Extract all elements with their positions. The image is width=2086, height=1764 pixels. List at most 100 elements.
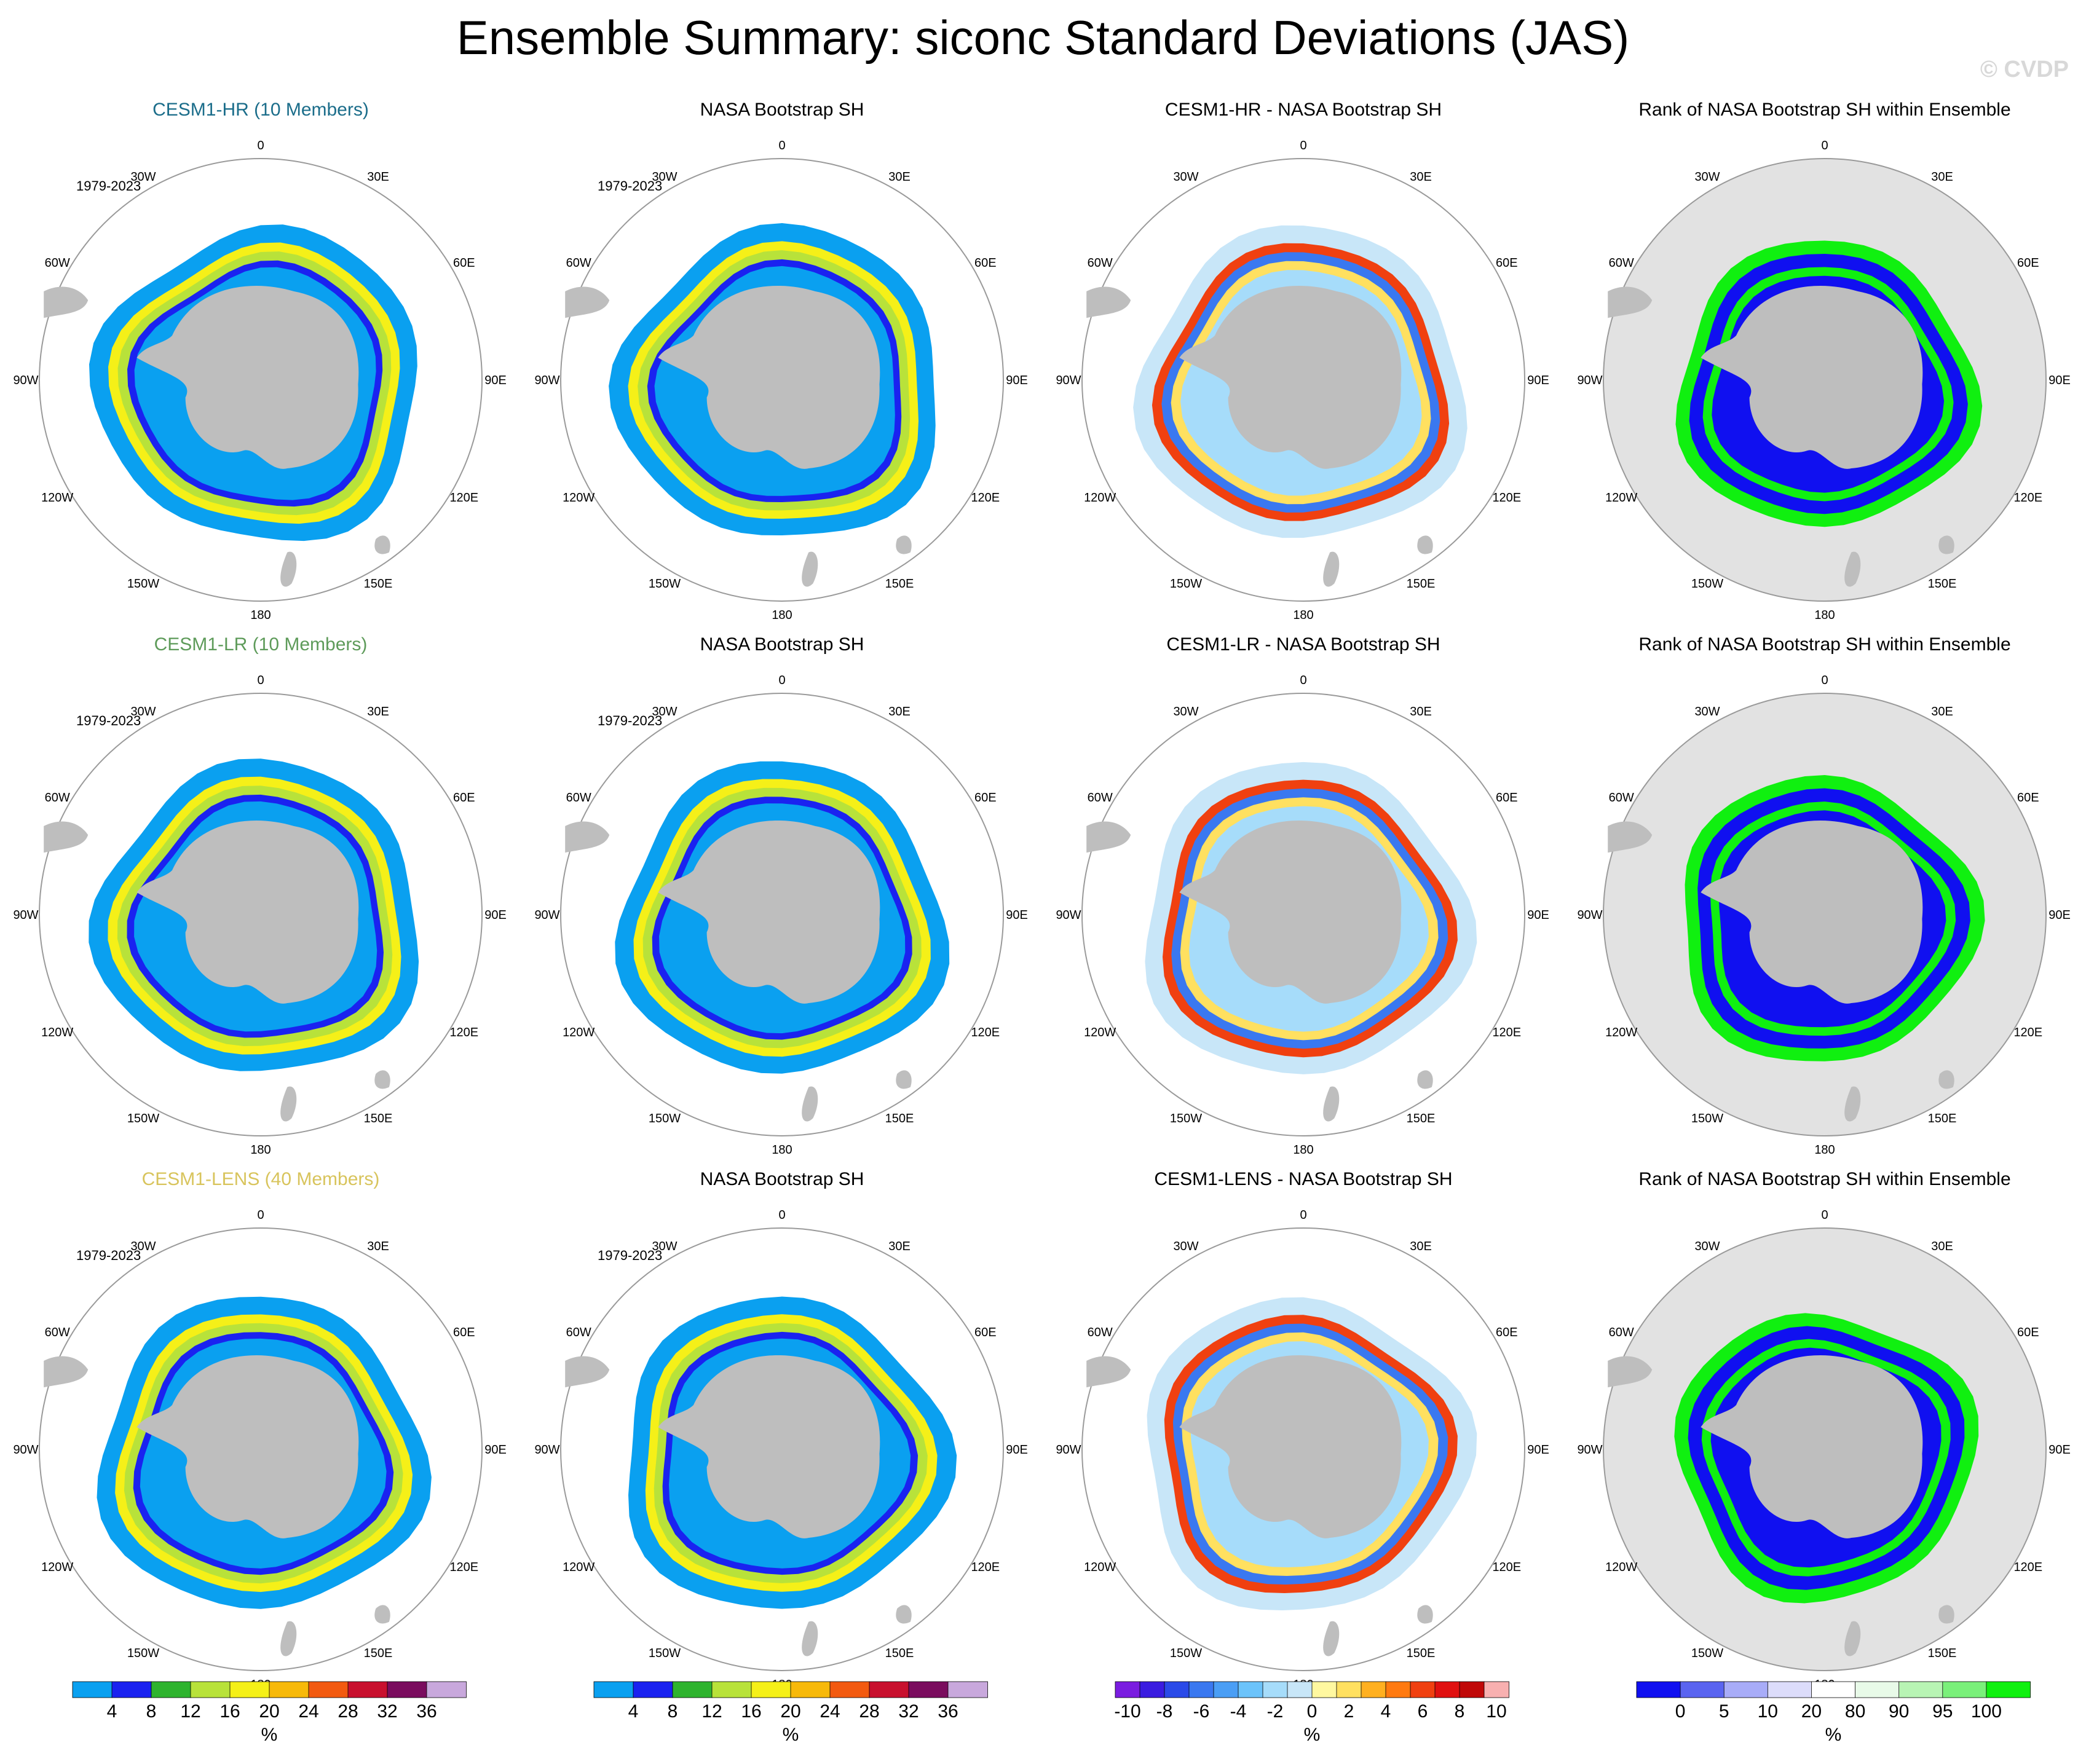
colorbar-swatch (1484, 1681, 1509, 1698)
period-label: 1979-2023 (598, 178, 662, 194)
longitude-label: 180 (1293, 1143, 1313, 1157)
new-zealand-landmass (1323, 1621, 1340, 1656)
colorbar-tick-label: 16 (219, 1701, 240, 1722)
panel-title: Rank of NASA Bootstrap SH within Ensembl… (1638, 634, 2011, 655)
longitude-label: 0 (1300, 674, 1306, 687)
rank-panel: Rank of NASA Bootstrap SH within Ensembl… (1564, 634, 2085, 1169)
longitude-label: 120E (1492, 1026, 1521, 1039)
longitude-label: 150W (127, 1647, 159, 1660)
colorbar-tick-label: 20 (780, 1701, 800, 1722)
panel-title: CESM1-HR (10 Members) (152, 100, 369, 120)
colorbar-swatch (1287, 1681, 1313, 1698)
south-america-landmass (565, 286, 610, 318)
colorbar-tick-label: 8 (146, 1701, 157, 1722)
panel-title: CESM1-LENS (40 Members) (141, 1169, 380, 1189)
south-america-landmass (1608, 821, 1653, 853)
obs-panel: NASA Bootstrap SH030E60E90E120E150E18015… (521, 1169, 1043, 1704)
longitude-label: 120W (41, 1026, 73, 1039)
colorbar-swatch (1410, 1681, 1436, 1698)
longitude-label: 0 (1821, 1208, 1828, 1222)
longitude-label: 150E (1928, 577, 1957, 591)
period-label: 1979-2023 (76, 178, 141, 194)
tasmania-landmass (1938, 1070, 1954, 1089)
longitude-label: 30W (1173, 170, 1198, 184)
colorbar-swatch (1811, 1681, 1856, 1698)
new-zealand-landmass (802, 551, 818, 587)
longitude-label: 0 (257, 1208, 264, 1222)
colorbar-unit-label: % (1825, 1725, 1842, 1745)
longitude-label: 30E (1410, 170, 1432, 184)
longitude-label: 90E (1006, 374, 1028, 387)
colorbar-swatch (1986, 1681, 2031, 1698)
new-zealand-landmass (1844, 1086, 1861, 1122)
period-label: 1979-2023 (76, 1248, 141, 1263)
antarctica-landmass (1701, 820, 1923, 1004)
longitude-label: 90W (1056, 374, 1081, 387)
longitude-label: 150E (364, 577, 393, 591)
longitude-label: 90W (1056, 908, 1081, 922)
longitude-label: 30E (1931, 705, 1953, 719)
diff-panel: CESM1-HR - NASA Bootstrap SH 0 30E 60E 90E 12… (1043, 100, 1564, 634)
polar-stereographic-map: 0 30E 60E 90E 120E 150E 180 150W 120W 90W 60W 30W19… (534, 139, 1028, 622)
colorbar-swatch (751, 1681, 791, 1698)
longitude-label: 120W (563, 1561, 595, 1574)
polar-stereographic-map: 0 30E 60E 90E 120E 150E 180 150W 120W 90W 60W 30W19… (13, 139, 506, 622)
longitude-label: 60W (45, 1326, 70, 1339)
longitude-label: 120W (563, 1026, 595, 1039)
colorbar-swatch (1942, 1681, 1987, 1698)
colorbar-tick-label: 80 (1845, 1701, 1865, 1722)
longitude-label: 30E (1931, 1240, 1953, 1253)
colorbar-swatch (269, 1681, 309, 1698)
longitude-label: 120W (41, 1561, 73, 1574)
colorbar-tick-label: 2 (1344, 1701, 1354, 1722)
antarctica-landmass (136, 285, 359, 469)
colorbar-tick-label: 20 (1801, 1701, 1822, 1722)
longitude-label: 120E (1492, 491, 1521, 505)
south-america-landmass (1608, 286, 1653, 318)
longitude-label: 0 (778, 1208, 785, 1222)
longitude-label: 30W (130, 170, 156, 184)
rank-panel: Rank of NASA Bootstrap SH within Ensembl… (1564, 1169, 2085, 1704)
colorbar-swatch (347, 1681, 388, 1698)
longitude-label: 150E (364, 1647, 393, 1660)
std-colorbar: 4 8 12 16 20 24 28 32 36% (521, 1678, 1043, 1764)
period-label: 1979-2023 (598, 1248, 662, 1263)
colorbar-tick-label: 36 (938, 1701, 958, 1722)
colorbar-tick-label: 90 (1889, 1701, 1909, 1722)
colorbar-tick-label: 32 (377, 1701, 397, 1722)
colorbar-tick-label: 5 (1719, 1701, 1729, 1722)
panel-title: Rank of NASA Bootstrap SH within Ensembl… (1638, 100, 2011, 120)
colorbar-swatch (633, 1681, 673, 1698)
longitude-label: 90E (1006, 1443, 1028, 1457)
diff-panel: CESM1-LENS - NASA Bootstrap SH 0 30E 60E 90E… (1043, 1169, 1564, 1704)
longitude-label: 30W (130, 1240, 156, 1253)
colorbar-tick-label: 0 (1307, 1701, 1318, 1722)
colorbar-swatch (426, 1681, 467, 1698)
panel-title: CESM1-HR - NASA Bootstrap SH (1164, 100, 1442, 120)
longitude-label: 0 (1300, 139, 1306, 152)
polar-stereographic-map: 0 30E 60E 90E 120E 150E 180 150W 120W 90W 60W 30W (1577, 139, 2070, 622)
longitude-label: 90W (13, 374, 38, 387)
panel-title: CESM1-LR - NASA Bootstrap SH (1166, 634, 1440, 655)
std-colorbar: 4 8 12 16 20 24 28 32 36% (0, 1678, 521, 1764)
longitude-label: 60W (1088, 256, 1113, 270)
colorbar-tick-label: 28 (859, 1701, 879, 1722)
tasmania-landmass (1417, 1605, 1433, 1624)
colorbar-swatch (1188, 1681, 1214, 1698)
colorbar-tick-label: 36 (416, 1701, 437, 1722)
colorbar-unit-label: % (783, 1725, 799, 1745)
longitude-label: 150W (649, 1112, 681, 1125)
longitude-label: 90E (1527, 908, 1549, 922)
colorbar-tick-label: 8 (668, 1701, 678, 1722)
colorbar-swatch (1434, 1681, 1460, 1698)
colorbar-swatch (1723, 1681, 1769, 1698)
longitude-label: 0 (778, 139, 785, 152)
longitude-label: 60W (566, 1326, 591, 1339)
longitude-label: 90E (1006, 908, 1028, 922)
antarctica-landmass (658, 1355, 880, 1538)
longitude-label: 120W (1084, 491, 1116, 505)
longitude-label: 60E (2017, 1326, 2039, 1339)
polar-stereographic-map: 0 30E 60E 90E 120E 150E 180 150W 120W 90W 60W 30W (1577, 674, 2070, 1157)
longitude-label: 30W (1173, 705, 1198, 719)
longitude-label: 150W (127, 1112, 159, 1125)
